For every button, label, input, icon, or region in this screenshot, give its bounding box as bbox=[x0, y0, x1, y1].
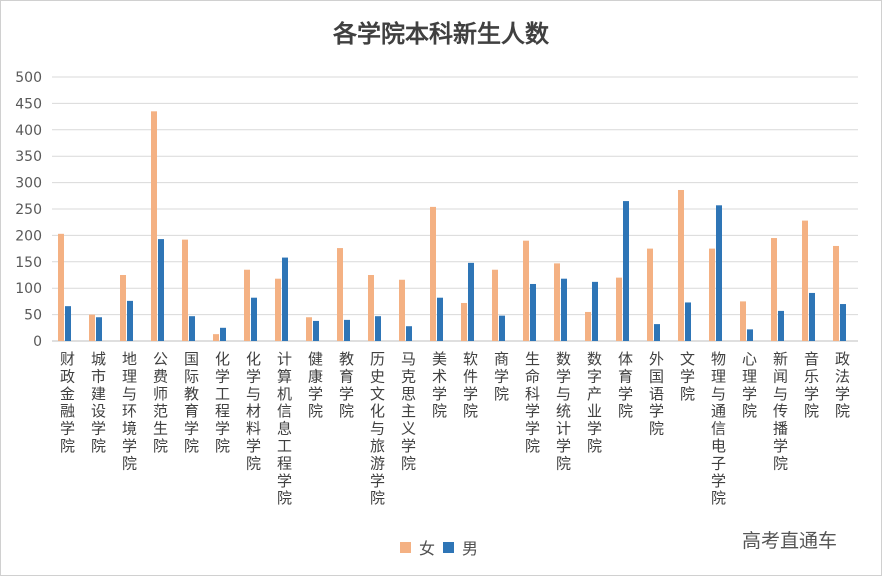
bar-male bbox=[344, 319, 350, 341]
bar-female bbox=[120, 275, 126, 341]
bar-female bbox=[368, 275, 374, 341]
bar-female bbox=[647, 248, 653, 341]
bar-male bbox=[654, 324, 660, 341]
x-tick-label: 计算机信息工程学院 bbox=[277, 350, 292, 507]
y-tick-label: 200 bbox=[15, 228, 42, 244]
bar-female bbox=[306, 317, 312, 341]
bar-female bbox=[523, 240, 529, 341]
bar-female bbox=[585, 311, 591, 341]
x-tick-label: 数字产业学院 bbox=[587, 350, 602, 455]
bar-male bbox=[65, 306, 71, 341]
x-tick-label: 历史文化与旅游学院 bbox=[370, 350, 385, 507]
bar-male bbox=[127, 300, 133, 341]
x-tick-label: 公费师范生院 bbox=[153, 350, 168, 455]
legend-swatch-female bbox=[400, 541, 411, 553]
x-tick-label: 心理学院 bbox=[742, 350, 757, 420]
bar-male bbox=[251, 297, 257, 341]
y-tick-label: 400 bbox=[15, 123, 42, 139]
x-tick-label: 化学与材料学院 bbox=[246, 350, 261, 472]
bar-male bbox=[189, 316, 195, 341]
bar-male bbox=[778, 310, 784, 341]
x-tick-label: 城市建设学院 bbox=[91, 350, 106, 455]
x-tick-label: 国际教育学院 bbox=[184, 350, 199, 455]
x-tick-label: 马克思主义学院 bbox=[401, 350, 416, 472]
x-tick-label: 体育学院 bbox=[618, 350, 633, 420]
bar-female bbox=[58, 233, 64, 341]
bar-female bbox=[492, 269, 498, 341]
x-tick-label: 软件学院 bbox=[463, 350, 478, 420]
bar-male bbox=[530, 283, 536, 341]
x-tick-label: 物理与通信电子学院 bbox=[711, 350, 726, 507]
bar-female bbox=[244, 269, 250, 341]
bar-female bbox=[616, 277, 622, 341]
bar-female bbox=[213, 334, 219, 341]
bar-male bbox=[406, 326, 412, 341]
bar-male bbox=[623, 201, 629, 341]
y-tick-label: 250 bbox=[15, 202, 42, 218]
bar-male bbox=[747, 329, 753, 341]
x-tick-label: 商学院 bbox=[494, 350, 509, 403]
x-tick-label: 健康学院 bbox=[308, 350, 323, 420]
x-tick-label: 美术学院 bbox=[432, 350, 447, 420]
bar-female bbox=[275, 278, 281, 341]
legend-swatch-male bbox=[443, 541, 455, 553]
bar-male bbox=[220, 327, 226, 341]
bar-male bbox=[561, 278, 567, 341]
x-tick-label: 教育学院 bbox=[339, 350, 354, 420]
x-tick-label: 外国语学院 bbox=[649, 350, 664, 438]
y-tick-label: 500 bbox=[15, 70, 42, 86]
y-tick-label: 350 bbox=[15, 149, 42, 165]
bar-female bbox=[833, 245, 839, 341]
bar-female bbox=[399, 279, 405, 341]
y-tick-label: 300 bbox=[15, 176, 42, 192]
legend-label-male: 男 bbox=[462, 539, 479, 558]
bar-female bbox=[771, 238, 777, 341]
x-tick-label: 生命科学学院 bbox=[525, 350, 540, 455]
bar-male bbox=[468, 262, 474, 341]
bar-male bbox=[375, 316, 381, 341]
x-tick-label: 数学与统计学院 bbox=[556, 350, 571, 472]
y-tick-label: 450 bbox=[15, 96, 42, 112]
bar-male bbox=[282, 257, 288, 341]
bar-female bbox=[678, 189, 684, 341]
x-tick-label: 地理与环境学院 bbox=[122, 350, 137, 472]
y-tick-label: 0 bbox=[33, 334, 42, 350]
bar-female bbox=[461, 302, 467, 341]
bar-female bbox=[182, 239, 188, 341]
chart-title: 各学院本科新生人数 bbox=[333, 20, 549, 48]
watermark: 高考直通车 bbox=[742, 530, 838, 552]
bar-male bbox=[592, 281, 598, 341]
bar-female bbox=[802, 220, 808, 341]
bar-female bbox=[709, 248, 715, 341]
legend: 女 男 bbox=[400, 535, 478, 559]
bar-male bbox=[716, 205, 722, 341]
bar-female bbox=[151, 111, 157, 341]
y-tick-label: 150 bbox=[15, 255, 42, 271]
bar-male bbox=[158, 239, 164, 341]
x-tick-label: 文学院 bbox=[680, 350, 695, 403]
legend-label-female: 女 bbox=[419, 539, 436, 558]
bar-male bbox=[840, 304, 846, 341]
bar-male bbox=[809, 292, 815, 341]
y-tick-label: 50 bbox=[24, 308, 42, 324]
x-tick-label: 新闻与传播学院 bbox=[773, 350, 788, 472]
bar-female bbox=[740, 301, 746, 341]
bar-female bbox=[337, 248, 343, 341]
bar-male bbox=[313, 320, 319, 341]
x-tick-label: 音乐学院 bbox=[804, 350, 819, 420]
bar-female bbox=[430, 206, 436, 341]
bar-male bbox=[96, 317, 102, 341]
bar-male bbox=[499, 315, 505, 341]
x-tick-label: 政法学院 bbox=[835, 350, 850, 420]
bar-female bbox=[554, 263, 560, 341]
bar-male bbox=[685, 302, 691, 341]
x-tick-label: 化学工程学院 bbox=[215, 350, 230, 455]
x-tick-label: 财政金融学院 bbox=[60, 350, 75, 455]
bar-female bbox=[89, 314, 95, 341]
bar-male bbox=[437, 297, 443, 341]
y-tick-label: 100 bbox=[15, 281, 42, 297]
